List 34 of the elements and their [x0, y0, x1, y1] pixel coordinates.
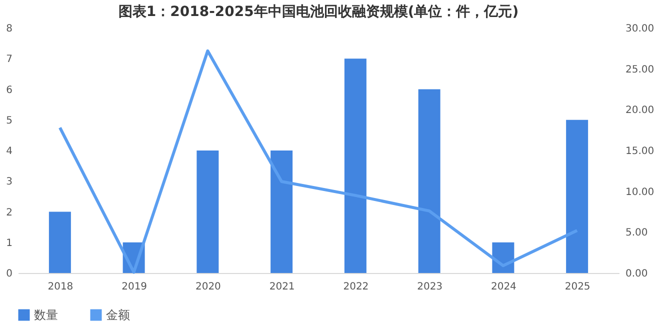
y2-tick-label: 10.00 [626, 186, 654, 198]
bar [270, 150, 293, 273]
x-tick-label: 2022 [343, 282, 369, 292]
y-tick-label: 5 [6, 115, 12, 126]
x-tick-label: 2021 [269, 282, 295, 292]
y-tick-label: 6 [6, 84, 12, 96]
y-tick-label: 8 [6, 24, 12, 34]
y2-tick-label: 25.00 [626, 64, 654, 76]
bar [48, 212, 71, 273]
y-tick-label: 7 [6, 54, 12, 66]
bar [566, 120, 588, 273]
x-tick-label: 2018 [48, 282, 74, 292]
y-tick-label: 4 [6, 146, 12, 157]
legend-label: 数量 [34, 308, 58, 322]
x-tick-label: 2024 [490, 282, 516, 292]
bar [344, 58, 366, 273]
y2-tick-label: 15.00 [626, 146, 654, 157]
y-tick-label: 1 [6, 238, 12, 249]
chart-title: 图表1：2018-2025年中国电池回收融资规模(单位：件，亿元) [118, 4, 519, 20]
x-tick-label: 2025 [564, 282, 590, 292]
y2-tick-label: 30.00 [626, 24, 654, 34]
x-tick-label: 2023 [417, 282, 443, 292]
x-tick-label: 2020 [195, 282, 221, 292]
y2-tick-label: 0.00 [626, 268, 648, 280]
y2-tick-label: 5.00 [626, 228, 648, 239]
y-tick-label: 0 [6, 268, 12, 280]
line-series [58, 49, 579, 274]
y2-tick-label: 20.00 [626, 105, 654, 116]
y-tick-label: 2 [6, 207, 12, 218]
y-tick-label: 3 [6, 176, 12, 188]
bar [418, 89, 440, 273]
bar [196, 150, 219, 273]
x-tick-label: 2019 [122, 282, 148, 292]
legend-label: 金额 [106, 308, 130, 322]
